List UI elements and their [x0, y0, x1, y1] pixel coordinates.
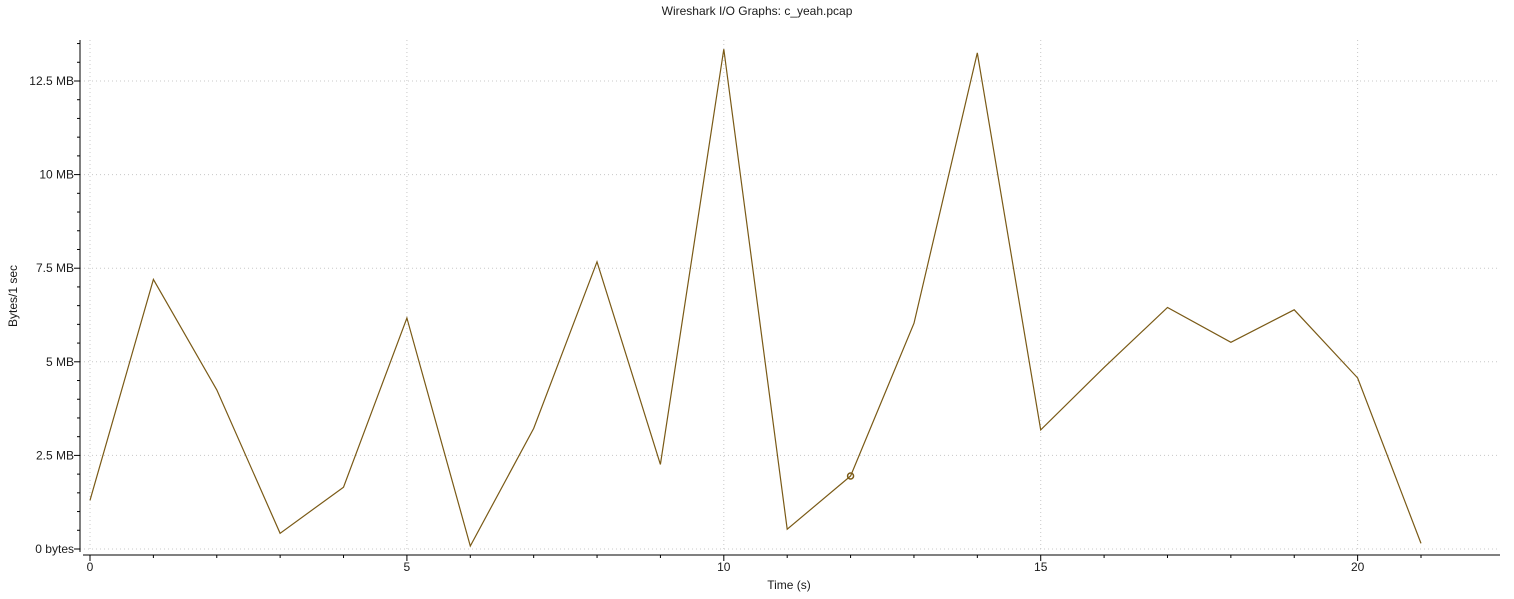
chart-title: Wireshark I/O Graphs: c_yeah.pcap: [662, 4, 853, 18]
x-axis-ticks: 0 5 10 15 20: [87, 555, 1422, 574]
y-tick-label: 7.5 MB: [36, 261, 74, 275]
x-tick-label: 5: [404, 560, 411, 574]
y-tick-label: 5 MB: [46, 355, 74, 369]
x-tick-label: 10: [717, 560, 731, 574]
x-tick-label: 0: [87, 560, 94, 574]
series-layer[interactable]: [89, 49, 1422, 548]
y-axis-ticks: 0 bytes 2.5 MB 5 MB 7.5 MB 10 MB 12.5 MB: [29, 43, 80, 556]
x-axis-label: Time (s): [767, 578, 811, 592]
y-tick-label: 10 MB: [39, 168, 74, 182]
series-line[interactable]: [89, 49, 1422, 548]
grid: [80, 40, 1500, 550]
highlighted-point-marker[interactable]: [846, 472, 855, 480]
axes: [79, 40, 1500, 556]
x-tick-label: 20: [1351, 560, 1365, 574]
y-tick-label: 2.5 MB: [36, 448, 74, 462]
y-axis-label: Bytes/1 sec: [6, 265, 20, 327]
y-tick-label: 0 bytes: [35, 542, 74, 556]
x-tick-label: 15: [1034, 560, 1048, 574]
y-tick-label: 12.5 MB: [29, 74, 74, 88]
